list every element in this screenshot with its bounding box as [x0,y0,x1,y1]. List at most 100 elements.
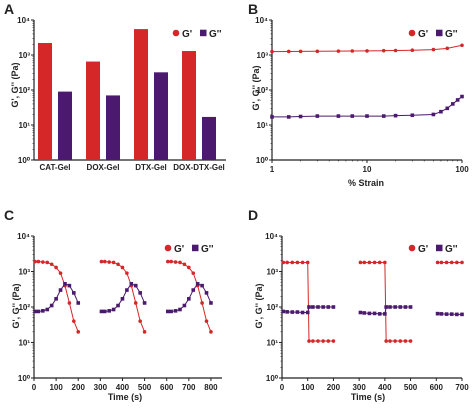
panel-d-ytick-label: 10⁰ [266,374,279,383]
panel-b-ytick-label: 10⁰ [256,156,269,165]
panel-c-gprime-point [99,259,104,264]
panel-b-gprime-point [315,49,320,54]
panel-c-xtick-label: 300 [94,383,108,392]
panel-c-gdouble-point [125,288,129,292]
panel-c-ytick-label: 10³ [18,268,30,277]
panel-d-gprime-point [311,339,315,343]
panel-d-xtick-label: 100 [301,383,315,392]
panel-b-ytick-label: 10³ [256,51,268,60]
panel-c-gprime-point [169,259,173,264]
panel-b-chart: 10⁰ 10¹ 10² 10³ 10⁴ 1 10 100 G' G'' [255,16,469,174]
panel-c-gprime-point [36,259,41,264]
panel-d-gdouble-point [305,310,310,315]
panel-c-xtick-label: 400 [116,383,130,392]
panel-c-xlabel: Time (s) [108,392,142,402]
panel-b-legend-gdouble-label: G'' [445,29,458,40]
panel-c-gdouble-point [99,309,104,314]
panel-c-gdouble-point [67,283,72,288]
panel-d-gprime-point [300,260,305,265]
panel-c-gprime-point [72,319,76,323]
panel-d-gprime-point [307,339,311,343]
panel-d-xtick-label: 0 [280,383,285,392]
panel-c-gdouble-point [116,303,120,308]
panel-a-bar-gdouble [58,91,72,160]
panel-b-gprime-point [410,48,415,53]
panel-b-gdouble-point [393,113,398,118]
panel-d-gdouble-point [435,311,440,316]
panel-c-gprime-point [142,330,147,334]
panel-c-gprime-point [200,301,204,305]
panel-c-gdouble-point [107,309,111,313]
panel-a-bar-gdouble [202,116,216,160]
panel-d-gdouble-point [358,310,363,315]
panel-d-gdouble-point [331,305,336,309]
panel-a-ylabel: G', G'' (Pa) [10,63,20,108]
panel-c-ytick-label: 10¹ [18,339,30,348]
panel-b-ytick-label: 10² [256,86,268,95]
panel-c-gprime-point [41,260,45,264]
panel-c-gdouble-point [120,297,125,301]
panel-c-gprime-point [58,271,63,275]
panel-d-gdouble-point [367,311,372,316]
panel-d-gdouble-point [455,312,459,317]
panel-b-legend-gprime-marker [408,29,416,37]
panel-d-gdouble-point [372,311,377,316]
panel-c-chart: 10⁰ 10¹ 10² 10³ 10⁴ 0 100 200 300 400 500 600 700 800… [17,232,222,392]
panel-b-gdouble-point [410,113,415,118]
panel-b-gprime-point [350,49,355,53]
panel-c-gprime-point [33,259,37,264]
panel-c-gdouble-point [49,303,54,308]
panel-d-legend-gprime-label: G' [418,244,428,255]
panel-b-gdouble-point [286,115,291,119]
panel-d-gdouble-point [398,305,403,309]
panel-d-xtick-label: 600 [430,383,444,392]
panel-d-gprime-point [398,339,403,343]
panel-c-gprime-point [107,260,111,264]
panel-a-legend-gdouble-label: G'' [209,29,222,40]
panel-b-ytick-label: 10¹ [256,121,268,130]
panel-c-gdouble-point [138,291,142,295]
panel-c-gprime-point [209,330,213,334]
panel-b-gdouble-line [272,96,463,118]
panel-c-xtick-label: 500 [138,383,152,392]
panel-c-gdouble-point [133,283,138,288]
panel-d-gdouble-point [449,312,454,316]
panel-b-gdouble-point [298,114,303,119]
panel-c-gdouble-point [36,309,41,314]
panel-c-gprime-point [182,262,187,267]
panel-d-xlabel: Time (s) [351,392,385,402]
panel-b-gdouble-point [450,102,455,106]
panel-d-xtick-label: 400 [378,383,392,392]
panel-d-gprime-point [455,260,459,265]
panel-d-gprime-point [358,260,363,265]
panel-c-gprime-point [76,330,81,334]
panel-c-gdouble-point [54,297,58,301]
panel-a-label: A [4,1,14,17]
panel-d-xtick-label: 700 [455,383,469,392]
panel-b-gdouble-point [381,114,386,118]
panel-d-gdouble-point [300,310,305,315]
panel-b-gdouble-point [431,112,436,117]
panel-b-gdouble-point [350,114,355,118]
panel-a-chart: 10⁰ 10¹ 10² 10³ 10⁴ CAT-Gel DOX-Gel DTX-Gel DOX-… [17,16,226,172]
panel-c-xtick-label: 100 [49,383,63,392]
panel-c-gdouble-point [195,282,200,286]
panel-d-xtick-label: 500 [404,383,418,392]
panel-b-gprime-point [336,49,341,53]
panel-d-gdouble-point [439,312,444,316]
panel-d-gprime-point [305,260,310,265]
panel-d-gdouble-point [316,305,320,309]
panel-d-gprime-point [403,339,408,343]
panel-c-gdouble-point [45,307,50,312]
panel-d-legend-gdouble-marker [436,244,443,252]
panel-c-xtick-label: 600 [160,383,174,392]
panel-a-bar-gprime [86,61,100,160]
panel-d-gdouble-point [311,305,315,309]
panel-c-ylabel: G', G'' (Pa) [11,284,21,329]
panel-c-legend-gdouble-marker [192,244,199,252]
panel-d-xtick-label: 200 [327,383,341,392]
panel-b-legend-gprime-label: G' [418,29,428,40]
panel-b-legend-gdouble-marker [436,29,443,37]
panel-b-gdouble-point [455,98,460,102]
panel-b-gdouble-point [445,106,450,111]
